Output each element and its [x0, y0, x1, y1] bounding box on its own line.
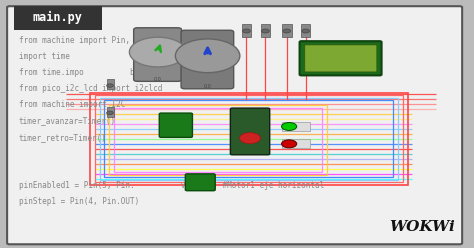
Text: from machine import I2C: from machine import I2C	[19, 100, 125, 109]
Circle shape	[243, 29, 250, 33]
Text: timer_retro=Timer(): timer_retro=Timer()	[19, 133, 107, 142]
Circle shape	[107, 111, 113, 115]
Bar	[107, 79, 114, 89]
FancyBboxPatch shape	[300, 41, 382, 75]
Circle shape	[283, 29, 291, 33]
Text: from time.impo          b: from time.impo b	[19, 68, 135, 77]
Bar	[107, 107, 114, 117]
Text: from pico_i2c_lcd import i2clcd: from pico_i2c_lcd import i2clcd	[19, 84, 162, 93]
Bar	[282, 139, 310, 148]
Circle shape	[282, 140, 297, 148]
Bar	[90, 93, 408, 185]
Bar	[261, 24, 270, 37]
Bar	[242, 24, 251, 37]
FancyBboxPatch shape	[7, 6, 462, 244]
Circle shape	[107, 84, 113, 87]
Text: timer_avanzar=Timer(): timer_avanzar=Timer()	[19, 117, 116, 125]
FancyBboxPatch shape	[185, 174, 215, 191]
Text: 0.0: 0.0	[204, 84, 211, 89]
FancyBboxPatch shape	[14, 6, 102, 30]
Bar	[282, 24, 292, 37]
Circle shape	[282, 123, 297, 130]
Text: pinEnabled1 = Pin(5, Pin.          value=0) #Motor1 eje horizontal: pinEnabled1 = Pin(5, Pin. value=0) #Moto…	[19, 181, 324, 190]
Circle shape	[302, 29, 310, 33]
Text: pinStep1 = Pin(4, Pin.OUT): pinStep1 = Pin(4, Pin.OUT)	[19, 197, 139, 206]
FancyBboxPatch shape	[134, 28, 182, 81]
FancyBboxPatch shape	[181, 30, 234, 89]
Bar	[109, 105, 327, 175]
Text: WOKWi: WOKWi	[389, 220, 455, 234]
Bar	[95, 95, 403, 182]
Circle shape	[129, 37, 186, 67]
FancyBboxPatch shape	[159, 113, 192, 137]
Text: main.py: main.py	[33, 11, 83, 24]
Bar	[301, 24, 310, 37]
FancyBboxPatch shape	[230, 108, 270, 155]
Circle shape	[262, 29, 269, 33]
Text: import time: import time	[19, 52, 70, 61]
Bar	[282, 122, 310, 131]
Bar	[100, 98, 398, 180]
Circle shape	[175, 39, 240, 73]
FancyBboxPatch shape	[305, 45, 377, 72]
Text: from machine import Pin, PWM, Tim: from machine import Pin, PWM, Tim	[19, 36, 172, 45]
Bar	[104, 100, 393, 177]
Bar	[114, 108, 322, 172]
Text: 0.0: 0.0	[154, 77, 162, 82]
Circle shape	[239, 133, 261, 144]
